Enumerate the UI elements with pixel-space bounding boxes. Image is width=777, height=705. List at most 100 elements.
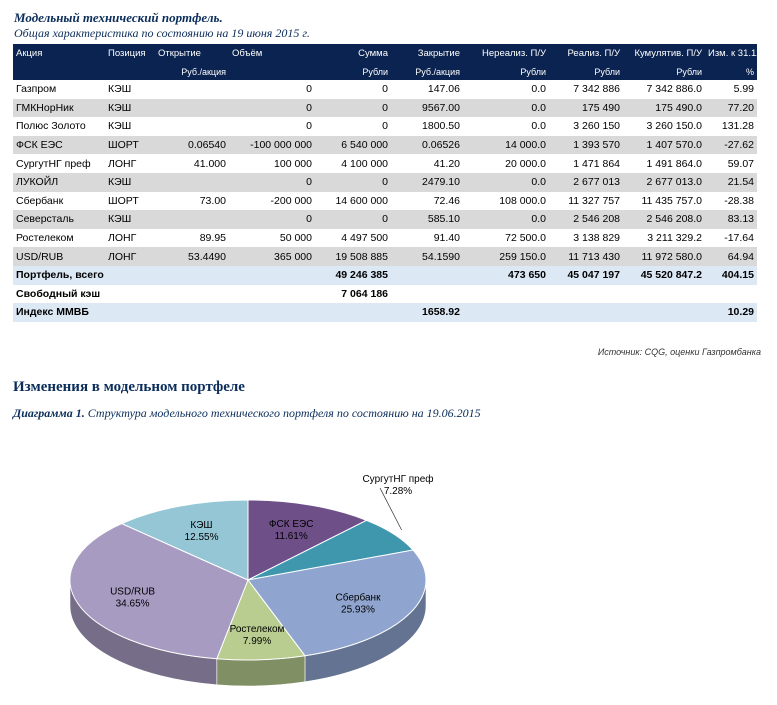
pie-slice-value: 34.65% xyxy=(116,598,150,609)
table-cell: -100 000 000 xyxy=(229,135,315,155)
table-cell: ЛОНГ xyxy=(108,157,137,170)
table-cell: 53.4490 xyxy=(155,247,229,266)
header-cell: Изм. к 31.12.13 xyxy=(705,44,775,63)
table-cell: 0 xyxy=(306,83,312,96)
table-cell: 108 000.0 xyxy=(499,194,546,207)
table-cell: 5.99 xyxy=(733,83,754,96)
table-cell: 0.0 xyxy=(531,120,546,133)
table-cell: КЭШ xyxy=(108,120,132,133)
total-unrealized: 473 650 xyxy=(463,265,549,285)
table-row: СургутНГ преф ЛОНГ 41.000 100 000 4 100 000 4… xyxy=(13,154,757,173)
table-row: Ростелеком ЛОНГ 89.95 50 000 4 497 500 91.40 7… xyxy=(13,229,757,248)
table-cell: ФСК ЕЭС xyxy=(13,135,105,155)
source-note: Источник: CQG, оценки Газпромбанка xyxy=(597,347,761,357)
table-cell: -27.62 xyxy=(705,135,757,155)
table-cell: 100 000 xyxy=(274,157,312,170)
table-cell: 21.54 xyxy=(705,172,757,192)
table-row: Полюс Золото КЭШ 0 0 1800.50 0.0 3 260 150 3 26… xyxy=(13,117,757,136)
header-cell: Закрытие xyxy=(391,44,463,63)
table-cell: 2 546 208 xyxy=(549,210,623,229)
table-cell: 3 138 829 xyxy=(573,232,620,245)
table-cell: 59.07 xyxy=(727,157,754,170)
table-cell: 0 xyxy=(315,172,391,192)
table-cell: ЛУКОЙЛ xyxy=(13,172,105,192)
table-cell: 4 497 500 xyxy=(341,232,388,245)
table-cell: 7 342 886 xyxy=(573,83,620,96)
caption-text: Структура модельного технического портфе… xyxy=(87,406,481,420)
table-cell: Сбербанк xyxy=(16,194,64,207)
table-cell: 175 490 xyxy=(549,98,623,118)
pie-slice-name: ФСК ЕЭС xyxy=(269,519,314,530)
pie-slice-name: СургутНГ преф xyxy=(362,473,433,485)
cash-row: Свободный кэш 7 064 186 xyxy=(13,284,757,304)
caption-label: Диаграмма 1. xyxy=(13,406,85,420)
table-cell: 0.06540 xyxy=(155,135,229,155)
portfolio-table: Акция Позиция Открытие Объём Сумма Закры… xyxy=(13,44,775,322)
table-cell: 0.0 xyxy=(463,210,549,229)
pie-slice xyxy=(247,499,368,581)
table-cell xyxy=(155,210,229,229)
table-cell: 2 546 208.0 xyxy=(623,210,705,229)
table-cell: 0 xyxy=(229,98,315,118)
table-cell xyxy=(155,117,229,136)
table-cell xyxy=(155,80,229,99)
total-row: Портфель, всего 49 246 385 473 650 45 04… xyxy=(13,265,757,285)
pie-slice-value: 12.55% xyxy=(185,532,219,543)
table-cell: СургутНГ преф xyxy=(16,157,91,170)
table-cell: 11 972 580.0 xyxy=(623,247,705,266)
table-cell: КЭШ xyxy=(105,210,155,229)
table-cell: 365 000 xyxy=(229,247,315,266)
total-cumulative: 45 520 847.2 xyxy=(623,265,705,285)
table-cell: ШОРТ xyxy=(105,135,155,155)
table-cell: Газпром xyxy=(16,83,57,96)
table-cell: 89.95 xyxy=(199,232,226,245)
table-cell: 11 713 430 xyxy=(549,247,623,266)
table-cell: ЛОНГ xyxy=(105,247,155,266)
table-header-row: Акция Позиция Открытие Объём Сумма Закры… xyxy=(13,44,775,63)
total-sum: 49 246 385 xyxy=(315,265,391,285)
unit-cell: % xyxy=(705,63,757,80)
pie-leader-line xyxy=(379,487,402,531)
table-cell: 175 490.0 xyxy=(623,98,705,118)
table-cell: 3 211 329.2 xyxy=(647,232,702,245)
table-cell: 11 327 757 xyxy=(568,194,620,207)
table-cell: 41.20 xyxy=(433,157,460,170)
table-cell xyxy=(155,98,229,118)
table-cell: -17.64 xyxy=(724,232,754,245)
portfolio-subtitle: Общая характеристика по состоянию на 19 … xyxy=(14,26,310,40)
index-close: 1658.92 xyxy=(391,303,463,322)
pie-slice-name: Ростелеком xyxy=(230,624,285,635)
unit-cell xyxy=(105,63,155,80)
header-cell: Позиция xyxy=(105,44,155,63)
table-cell: 41.000 xyxy=(193,157,226,170)
table-cell: 9567.00 xyxy=(391,98,463,118)
unit-cell: Руб./акция xyxy=(155,63,229,80)
table-cell: 131.28 xyxy=(721,120,754,133)
table-cell: 0 xyxy=(382,120,388,133)
pie-slice-name: Сбербанк xyxy=(336,592,382,604)
table-cell: 6 540 000 xyxy=(315,135,391,155)
chart-caption: Диаграмма 1. Структура модельного технич… xyxy=(13,406,481,421)
pie-slice xyxy=(216,578,306,661)
table-cell: 2 677 013 xyxy=(549,172,623,192)
table-cell: 0.0 xyxy=(463,98,549,118)
table-cell: 91.40 xyxy=(433,232,460,245)
table-cell: 2479.10 xyxy=(391,172,463,192)
table-cell: 3 260 150 xyxy=(573,120,620,133)
table-cell: 0 xyxy=(306,120,312,133)
table-cell: 0 xyxy=(315,98,391,118)
table-cell: 2 677 013.0 xyxy=(623,172,705,192)
table-units-row: Руб./акция Рубли Руб./акция Рубли Рубли … xyxy=(13,63,757,80)
portfolio-title: Модельный технический портфель. xyxy=(14,10,223,25)
table-cell: 585.10 xyxy=(391,210,463,229)
pie-slice-value: 7.28% xyxy=(384,486,412,497)
unit-cell: Рубли xyxy=(623,63,705,80)
unit-cell: Руб./акция xyxy=(391,63,463,80)
table-cell: 11 435 757.0 xyxy=(641,194,702,207)
header-cell: Реализ. П/У xyxy=(549,44,623,63)
table-cell: Северсталь xyxy=(13,210,105,229)
table-row: ГМКНорНик КЭШ 0 0 9567.00 0.0 175 490 175 490.0… xyxy=(13,98,757,118)
table-cell: 50 000 xyxy=(279,232,312,245)
table-cell: 14 600 000 xyxy=(335,194,388,207)
table-cell: 73.00 xyxy=(199,194,226,207)
